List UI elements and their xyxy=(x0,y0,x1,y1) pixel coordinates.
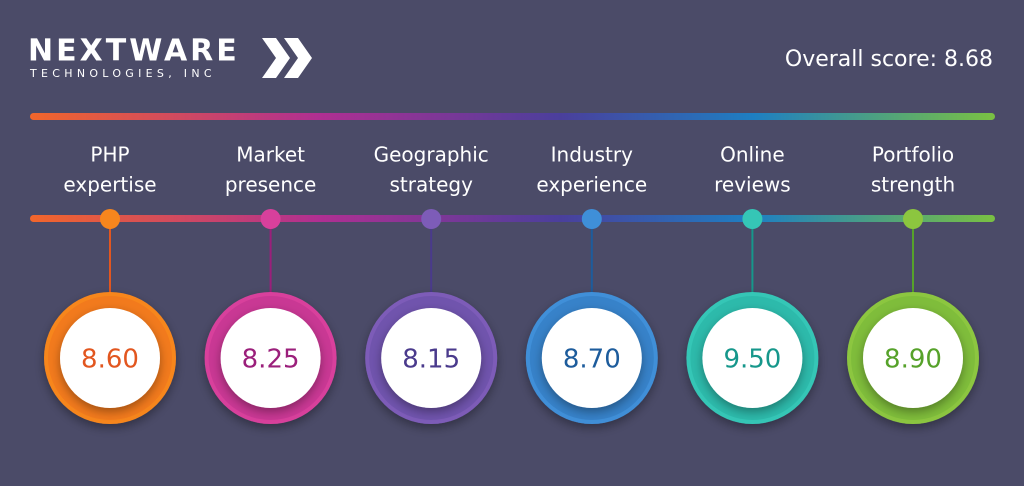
items: PHP expertise 8.60 Market presence 8.25 Geogra… xyxy=(44,143,979,424)
item-label: reviews xyxy=(714,173,791,197)
score-value: 8.25 xyxy=(242,345,300,375)
logo-name: NEXTWARE xyxy=(28,34,240,69)
logo-sub: TECHNOLOGIES, INC xyxy=(29,67,216,80)
score-value: 9.50 xyxy=(723,345,781,375)
item-label: expertise xyxy=(63,173,156,197)
item-label: experience xyxy=(536,173,647,197)
timeline-rail xyxy=(30,215,995,222)
timeline-dot xyxy=(421,209,442,229)
item-label: Online xyxy=(720,143,785,167)
overall-score: Overall score: 8.68 xyxy=(785,47,993,72)
timeline-dot xyxy=(581,209,602,229)
item-label: Portfolio xyxy=(872,143,954,167)
top-rail xyxy=(30,113,995,120)
item-label: presence xyxy=(225,173,316,197)
score-value: 8.15 xyxy=(402,345,460,375)
item-label: strategy xyxy=(389,173,473,197)
timeline-dot xyxy=(903,209,923,229)
score-value: 8.70 xyxy=(563,345,621,375)
item-label: Industry xyxy=(551,143,633,167)
score-disc xyxy=(863,308,963,408)
score-disc xyxy=(381,308,482,408)
item-label: PHP xyxy=(90,143,129,167)
logo-icon xyxy=(262,38,312,78)
score-disc xyxy=(541,308,642,408)
timeline-dot xyxy=(260,209,281,229)
score-disc xyxy=(60,308,160,408)
item-label: Geographic xyxy=(374,143,489,167)
score-value: 8.60 xyxy=(81,345,139,375)
item-label: strength xyxy=(871,173,955,197)
score-value: 8.90 xyxy=(884,345,942,375)
timeline-dot xyxy=(100,209,120,229)
score-disc xyxy=(702,308,803,408)
timeline-dot xyxy=(742,209,763,229)
score-disc xyxy=(220,308,321,408)
item-label: Market xyxy=(236,143,305,167)
